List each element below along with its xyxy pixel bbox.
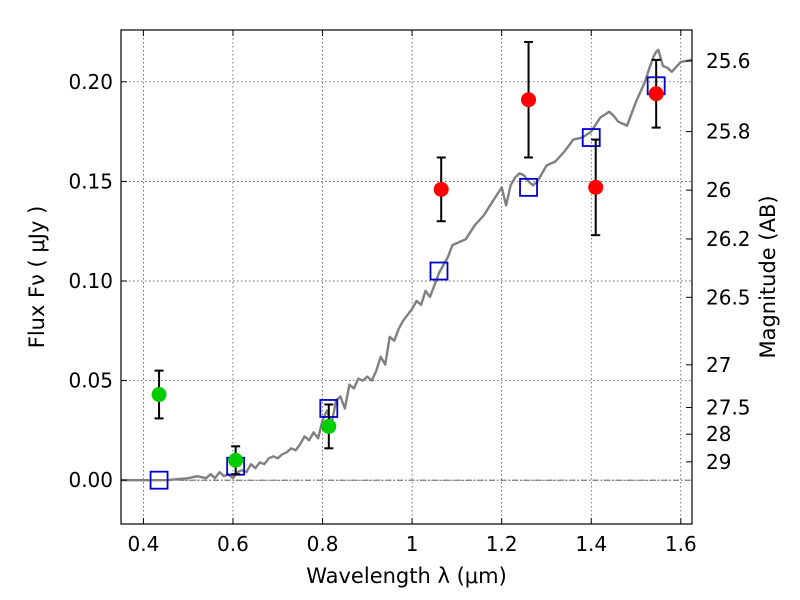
right-tick-label: 26.2 — [706, 227, 751, 251]
model-square — [581, 128, 601, 147]
y-tick-label: 0.10 — [68, 269, 113, 293]
spectrum-line — [121, 48, 693, 482]
right-tick-label: 27 — [706, 353, 731, 377]
x-tick-label: 0.6 — [217, 532, 249, 556]
right-tick-label: 26 — [706, 178, 731, 202]
points-layer — [149, 40, 666, 490]
right-tick-label: 29 — [706, 450, 731, 474]
right-tick-label: 26.5 — [706, 285, 751, 309]
right-tick-label: 28 — [706, 422, 731, 446]
data-point — [648, 86, 664, 102]
x-tick-label: 1.6 — [665, 532, 697, 556]
model-square — [519, 177, 538, 197]
x-tick-label: 0.4 — [127, 532, 159, 556]
y-tick-label: 0.05 — [68, 369, 113, 393]
x-axis-title: Wavelength λ (μm) — [306, 564, 507, 588]
right-tick-label: 25.8 — [706, 120, 751, 144]
model-square — [429, 261, 449, 281]
x-tick-label: 1 — [406, 532, 419, 556]
grid — [121, 30, 692, 524]
data-point — [588, 179, 604, 195]
model-square — [149, 470, 169, 490]
right-tick-label: 27.5 — [706, 395, 751, 419]
x-tick-label: 1.4 — [575, 532, 607, 556]
x-tick-label: 1.2 — [486, 532, 518, 556]
x-tick-label: 0.8 — [307, 532, 339, 556]
y-tick-label: 0.00 — [68, 468, 113, 492]
right-tick-label: 25.6 — [706, 49, 751, 73]
data-point — [321, 418, 337, 434]
y-axis-title: Flux Fν ( μJy ) — [25, 206, 49, 349]
data-point — [228, 452, 244, 468]
ticks: 0.4 0.6 0.8 1 1.2 1.4 1.6 0.00 0.05 0.10 0.15 0.20 2… — [68, 30, 751, 556]
right-axis-title: Magnitude (AB) — [756, 195, 780, 358]
y-tick-label: 0.15 — [68, 169, 113, 193]
plot-frame — [120, 29, 693, 525]
data-point — [433, 181, 449, 197]
spectrum-layer — [121, 48, 693, 482]
data-point — [151, 387, 167, 403]
data-point — [521, 92, 537, 108]
y-tick-label: 0.20 — [68, 70, 113, 94]
